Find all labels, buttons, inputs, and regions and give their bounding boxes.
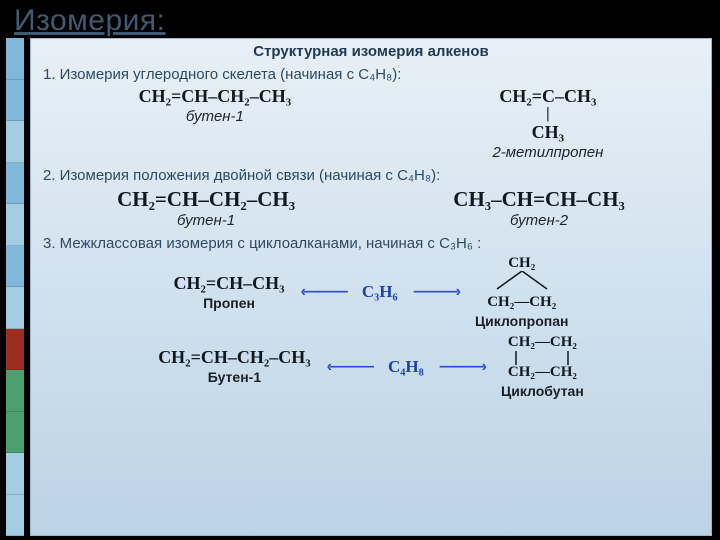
s3r1-mid-formula: C₃H₆ — [362, 283, 398, 301]
arrow-left-icon: ‹——— — [321, 358, 378, 376]
panel-heading: Структурная изомерия алкенов — [43, 43, 699, 60]
strip-seg — [6, 412, 24, 454]
strip-seg — [6, 80, 24, 122]
section1-heading: 1. Изомерия углеродного скелета (начиная… — [43, 66, 699, 83]
page-title: Изомерия: — [0, 0, 720, 40]
square-sides-icon — [504, 351, 580, 365]
section2-row: CH₂=CH–CH₂–CH₃ бутен-1 CH₃–CH=CH–CH₃ бут… — [43, 188, 699, 229]
s1-right-label: 2-метилпропен — [492, 144, 603, 161]
arrow-right-icon: ———› — [434, 358, 491, 376]
s2-left-label: бутен-1 — [117, 212, 295, 229]
s1-right-bar: | — [492, 106, 603, 123]
cyclo-top: CH₂ — [475, 256, 569, 272]
strip-seg — [6, 495, 24, 537]
section3-row2: CH₂=CH–CH₂–CH₃ Бутен-1 ‹——— C₄H₈ ———› CH… — [43, 335, 699, 399]
s3r1-left-formula: CH₂=CH–CH₃ — [174, 274, 285, 293]
arrow-right-icon: ———› — [408, 283, 465, 301]
triangle-icon — [487, 271, 557, 295]
s3r1-left-label: Пропен — [174, 295, 285, 311]
s3r2-cyclobutane: CH₂—CH₂ CH₂—CH₂ — [501, 335, 584, 381]
s3r2-left-label: Бутен-1 — [158, 369, 310, 385]
strip-seg — [6, 453, 24, 495]
s2-left: CH₂=CH–CH₂–CH₃ бутен-1 — [117, 188, 295, 229]
arrow-left-icon: ‹——— — [295, 283, 352, 301]
s3r2-right: CH₂—CH₂ CH₂—CH₂ Циклобутан — [501, 335, 584, 399]
s1-left: CH₂=CH–CH₂–CH₃ бутен-1 — [139, 87, 291, 125]
strip-seg — [6, 163, 24, 205]
content-panel: Структурная изомерия алкенов 1. Изомерия… — [30, 38, 712, 536]
strip-seg — [6, 370, 24, 412]
s1-right: CH₂=C–CH₃ | CH₃ 2-метилпропен — [492, 87, 603, 161]
section2-heading: 2. Изомерия положения двойной связи (нач… — [43, 167, 699, 184]
s2-left-formula: CH₂=CH–CH₂–CH₃ — [117, 188, 295, 210]
s2-right: CH₃–CH=CH–CH₃ бутен-2 — [453, 188, 625, 229]
s1-left-label: бутен-1 — [139, 108, 291, 125]
strip-seg — [6, 329, 24, 371]
s3r2-left-formula: CH₂=CH–CH₂–CH₃ — [158, 348, 310, 367]
strip-seg — [6, 246, 24, 288]
s3r2-right-label: Циклобутан — [501, 383, 584, 399]
s2-right-label: бутен-2 — [453, 212, 625, 229]
s1-right-formula-bot: CH₃ — [492, 123, 603, 142]
strip-seg — [6, 121, 24, 163]
s3r1-cyclopropane: CH₂ CH₂—CH₂ — [475, 256, 569, 312]
strip-seg — [6, 287, 24, 329]
cyclo-bot: CH₂—CH₂ — [501, 365, 584, 381]
s3r1-right-label: Циклопропан — [475, 313, 569, 329]
cyclo-bot: CH₂—CH₂ — [475, 295, 569, 311]
strip-seg — [6, 204, 24, 246]
s3r2-mid-formula: C₄H₈ — [388, 358, 424, 376]
s3r2-left: CH₂=CH–CH₂–CH₃ Бутен-1 — [158, 348, 310, 385]
s3r1-right: CH₂ CH₂—CH₂ Циклопропан — [475, 256, 569, 330]
section3-heading: 3. Межклассовая изомерия с циклоалканами… — [43, 235, 699, 252]
cyclo-top: CH₂—CH₂ — [501, 335, 584, 351]
section1-row: CH₂=CH–CH₂–CH₃ бутен-1 CH₂=C–CH₃ | CH₃ 2… — [43, 87, 699, 161]
s2-right-formula: CH₃–CH=CH–CH₃ — [453, 188, 625, 210]
left-color-strip — [6, 38, 24, 536]
strip-seg — [6, 38, 24, 80]
s1-left-formula: CH₂=CH–CH₂–CH₃ — [139, 87, 291, 106]
s3r1-left: CH₂=CH–CH₃ Пропен — [174, 274, 285, 311]
s1-right-formula-top: CH₂=C–CH₃ — [492, 87, 603, 106]
slide-root: Изомерия: Структурная изомерия алкенов 1… — [0, 0, 720, 540]
section3-row1: CH₂=CH–CH₃ Пропен ‹——— C₃H₆ ———› CH₂ CH₂… — [43, 256, 699, 330]
